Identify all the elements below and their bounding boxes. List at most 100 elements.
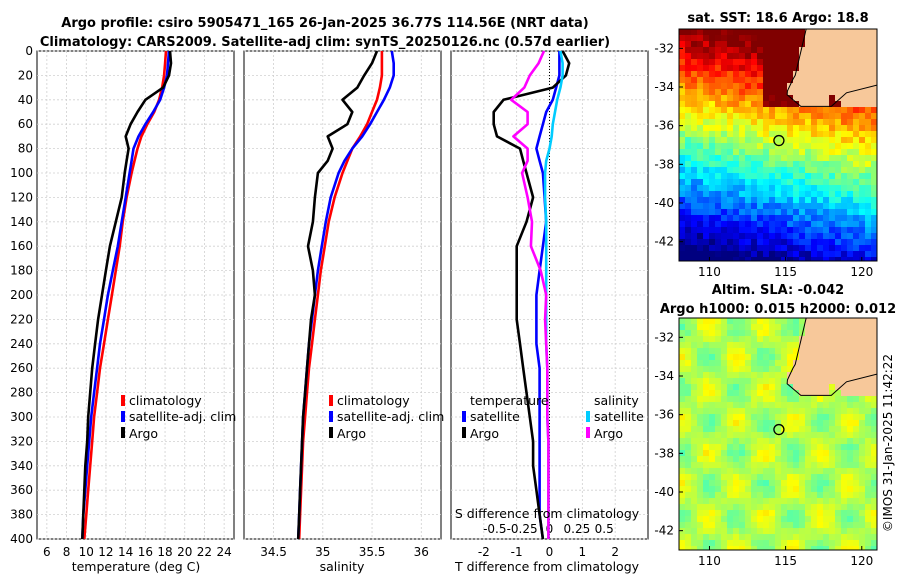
map-cell: [691, 480, 698, 487]
map-cell: [745, 137, 752, 144]
map-cell: [799, 179, 806, 186]
map-cell: [829, 546, 836, 550]
map-cell: [727, 221, 734, 228]
map-cell: [679, 390, 686, 397]
land-cell: [835, 47, 842, 54]
land-cell: [859, 53, 866, 60]
map-cell: [709, 390, 716, 397]
land-cell: [817, 384, 824, 391]
map-cell: [775, 251, 782, 258]
legend-label-argo: Argo: [337, 426, 366, 441]
map-cell: [811, 245, 818, 252]
map-cell: [679, 125, 686, 132]
map-cell: [721, 65, 728, 72]
map-cell: [829, 125, 836, 132]
land-cell: [865, 89, 872, 96]
map-cell: [787, 510, 794, 517]
difference-xlabel: T difference from climatology: [454, 559, 640, 574]
land-cell: [865, 35, 872, 42]
map-cell: [691, 209, 698, 216]
map-cell: [859, 426, 866, 433]
salinity-legend: climatology satellite-adj. clim Argo: [329, 393, 444, 441]
land-cell: [841, 53, 848, 60]
map-cell: [775, 197, 782, 204]
map-cell: [817, 239, 824, 246]
land-cell: [835, 372, 842, 379]
land-cell: [817, 101, 824, 108]
map-cell: [841, 474, 848, 481]
land-cell: [817, 53, 824, 60]
land-cell: [847, 366, 854, 373]
map-cell: [727, 462, 734, 469]
map-cell: [775, 414, 782, 421]
map-cell: [691, 107, 698, 114]
map-cell: [715, 318, 722, 325]
map-cell: [751, 125, 758, 132]
map-cell: [841, 420, 848, 427]
map-cell: [697, 474, 704, 481]
map-cell: [733, 221, 740, 228]
map-cell: [763, 480, 770, 487]
map-cell: [775, 245, 782, 252]
map-cell: [691, 89, 698, 96]
land-cell: [841, 101, 848, 108]
map-cell: [721, 438, 728, 445]
map-cell: [847, 522, 854, 529]
map-cell: [757, 209, 764, 216]
map-cell: [691, 185, 698, 192]
map-cell: [763, 354, 770, 361]
map-cell: [721, 402, 728, 409]
map-cell: [805, 462, 812, 469]
land-cell: [811, 354, 818, 361]
map-cell: [733, 492, 740, 499]
map-cell: [757, 29, 764, 36]
map-cell: [727, 396, 734, 403]
map-cell: [691, 131, 698, 138]
map-cell: [745, 318, 752, 325]
map-cell: [691, 450, 698, 457]
x-tick-label: 22: [197, 545, 212, 559]
map-cell: [799, 221, 806, 228]
map-cell: [781, 354, 788, 361]
map-cell: [757, 83, 764, 90]
map-cell: [817, 516, 824, 523]
map-cell: [871, 191, 877, 198]
map-cell: [709, 354, 716, 361]
map-cell: [817, 155, 824, 162]
map-cell: [823, 468, 830, 475]
legend-swatch-argo: [121, 427, 125, 438]
land-cell: [859, 390, 866, 397]
map-cell: [793, 342, 800, 349]
depth-tick-label: 160: [10, 239, 33, 253]
map-cell: [793, 522, 800, 529]
series-line-s-argo: [509, 50, 550, 539]
map-cell: [715, 209, 722, 216]
map-cell: [703, 462, 710, 469]
map-cell: [847, 161, 854, 168]
land-cell: [847, 59, 854, 66]
map-cell: [769, 47, 776, 54]
map-cell: [781, 83, 788, 90]
land-cell: [871, 71, 877, 78]
land-cell: [871, 59, 877, 66]
map-cell: [781, 528, 788, 535]
map-cell: [763, 71, 770, 78]
map-cell: [703, 173, 710, 180]
map-cell: [871, 239, 877, 246]
map-cell: [835, 221, 842, 228]
map-cell: [679, 348, 686, 355]
map-cell: [709, 233, 716, 240]
map-cell: [865, 432, 872, 439]
map-cell: [679, 245, 686, 252]
map-cell: [805, 149, 812, 156]
map-cell: [865, 131, 872, 138]
map-cell: [793, 197, 800, 204]
map-cell: [769, 239, 776, 246]
land-cell: [835, 95, 842, 102]
map-cell: [751, 131, 758, 138]
map-cell: [865, 233, 872, 240]
map-cell: [745, 444, 752, 451]
map-cell: [691, 474, 698, 481]
map-cell: [697, 215, 704, 222]
map-cell: [787, 438, 794, 445]
